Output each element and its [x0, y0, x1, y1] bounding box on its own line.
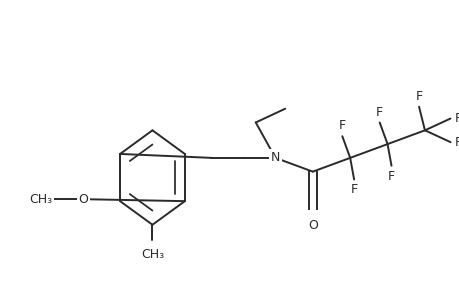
Text: F: F [387, 170, 394, 183]
Text: O: O [78, 193, 88, 206]
Text: F: F [453, 112, 459, 125]
Text: F: F [375, 106, 382, 118]
Text: F: F [338, 119, 345, 132]
Text: F: F [350, 183, 357, 196]
Text: CH₃: CH₃ [29, 193, 52, 206]
Text: CH₃: CH₃ [140, 248, 164, 261]
Text: F: F [453, 136, 459, 148]
Text: O: O [307, 219, 317, 232]
Text: F: F [414, 90, 422, 103]
Text: N: N [270, 152, 280, 164]
